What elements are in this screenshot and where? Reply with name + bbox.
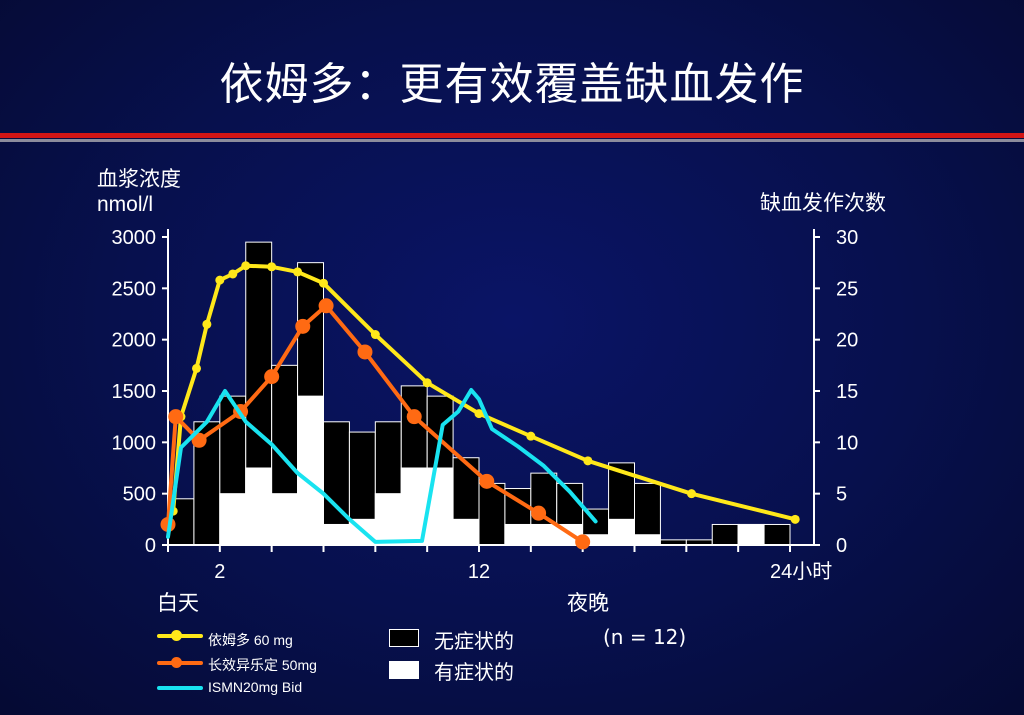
left-tick-label: 0: [145, 535, 156, 557]
left-axis-label: 血浆浓度 nmol/l: [97, 167, 181, 217]
series-point-1: [406, 409, 422, 425]
bar-symptomatic: [608, 518, 635, 546]
series-point-1: [295, 318, 311, 334]
right-tick-label: 25: [836, 278, 858, 300]
page-title: 依姆多：更有效覆盖缺血发作: [219, 59, 805, 110]
right-tick-label: 15: [836, 381, 858, 403]
left-tick-label: 2000: [112, 330, 157, 352]
series-point-0: [192, 363, 202, 373]
legend-label-asymptomatic: 无症状的: [434, 629, 514, 653]
left-tick-label: 1000: [112, 432, 157, 454]
series-point-0: [370, 330, 380, 340]
series-point-0: [267, 262, 277, 272]
bar-asymptomatic: [763, 523, 791, 546]
bar-asymptomatic: [711, 523, 739, 546]
series-point-0: [474, 409, 484, 419]
left-axis-label-line2: nmol/l: [97, 193, 154, 216]
legend-swatch-asymptomatic: [389, 629, 419, 647]
bar-symptomatic: [245, 467, 273, 546]
bar-symptomatic: [374, 493, 402, 546]
bar-symptomatic: [271, 493, 299, 546]
title-divider-gray: [0, 139, 1024, 142]
series-point-1: [168, 409, 184, 425]
series-point-0: [202, 319, 212, 329]
left-tick-label: 3000: [112, 227, 157, 249]
right-tick-label: 10: [836, 432, 858, 454]
legend-label-ismn: ISMN20mg Bid: [208, 679, 303, 695]
x-tick-label: 24小时: [770, 560, 832, 583]
series-line-2: [166, 388, 598, 544]
bar-symptomatic: [297, 395, 325, 546]
series-point-0: [687, 489, 697, 499]
left-tick-label: 1500: [112, 381, 157, 403]
series-point-1: [191, 432, 207, 448]
legend-label-symptomatic: 有症状的: [434, 660, 514, 684]
legend-line-ismn: [157, 686, 203, 690]
left-tick-label: 2500: [112, 278, 157, 300]
left-axis-label-line1: 血浆浓度: [97, 168, 181, 191]
title-divider-red: [0, 133, 1024, 138]
legend-label-isoket: 长效异乐定 50mg: [208, 657, 317, 673]
left-tick-label: 500: [123, 484, 156, 506]
bar-symptomatic: [452, 518, 480, 546]
series-point-0: [422, 378, 432, 388]
series-point-1: [318, 298, 334, 314]
bar-symptomatic: [323, 523, 350, 546]
bar-symptomatic: [530, 523, 558, 546]
period-label-night: 夜晚: [567, 592, 609, 615]
series-point-1: [531, 505, 547, 521]
series-point-0: [228, 269, 238, 279]
series-point-1: [479, 473, 495, 489]
bar-symptomatic: [737, 523, 765, 546]
bar-symptomatic: [504, 523, 532, 546]
bar-asymptomatic: [478, 482, 506, 546]
series-point-0: [319, 278, 328, 288]
series-point-0: [583, 456, 593, 466]
series-point-1: [357, 344, 373, 360]
series-point-0: [215, 275, 225, 285]
bar-symptomatic: [634, 534, 661, 546]
series-point-0: [790, 514, 800, 524]
right-axis-label: 缺血发作次数: [760, 192, 886, 215]
sample-size-note: (n = 12): [603, 625, 687, 649]
x-tick-label: 2: [214, 561, 225, 583]
x-tick-label: 12: [468, 561, 490, 583]
period-label-day: 白天: [157, 592, 199, 615]
right-tick-label: 5: [836, 484, 847, 506]
series-point-0: [241, 261, 251, 271]
series-point-0: [526, 431, 536, 441]
right-tick-label: 30: [836, 227, 858, 249]
legend-swatch-symptomatic: [389, 661, 419, 679]
legend-marker-isoket: [171, 657, 182, 668]
legend-marker-imdur: [171, 630, 182, 641]
right-tick-label: 20: [836, 330, 858, 352]
series-point-1: [264, 369, 280, 385]
legend-label-imdur: 依姆多 60 mg: [208, 632, 293, 648]
right-tick-label: 0: [836, 535, 847, 557]
bar-symptomatic: [219, 493, 247, 546]
series-point-0: [293, 267, 303, 277]
series-point-1: [575, 534, 591, 550]
